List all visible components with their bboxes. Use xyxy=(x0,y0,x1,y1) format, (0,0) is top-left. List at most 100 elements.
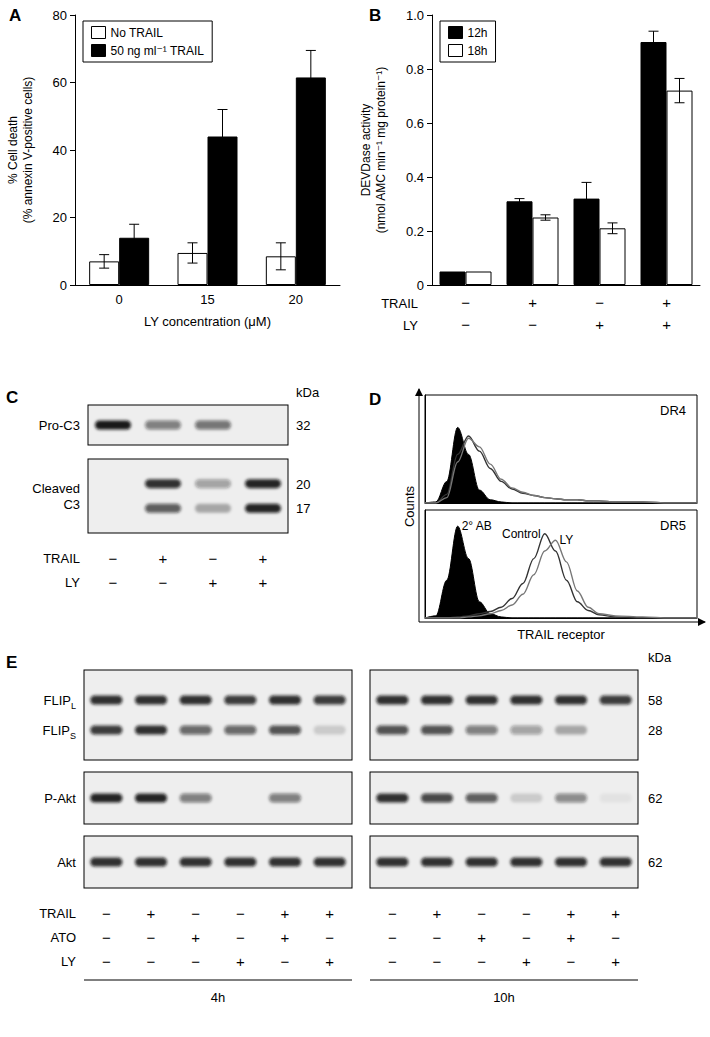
svg-text:−: − xyxy=(611,929,620,946)
svg-text:+: + xyxy=(433,905,442,922)
svg-text:−: − xyxy=(388,905,397,922)
svg-text:Control: Control xyxy=(502,527,541,541)
svg-text:DEVDase activity: DEVDase activity xyxy=(359,104,373,197)
svg-text:−: − xyxy=(191,905,200,922)
svg-text:0: 0 xyxy=(116,292,123,307)
svg-text:−: − xyxy=(461,316,470,333)
svg-text:+: + xyxy=(611,905,620,922)
svg-text:32: 32 xyxy=(296,418,310,433)
svg-text:−: − xyxy=(102,905,111,922)
svg-text:−: − xyxy=(147,929,156,946)
svg-text:+: + xyxy=(191,929,200,946)
svg-text:No TRAIL: No TRAIL xyxy=(111,26,164,40)
svg-text:80: 80 xyxy=(53,8,67,23)
svg-text:LY: LY xyxy=(403,318,418,333)
svg-text:−: − xyxy=(477,953,486,970)
svg-text:−: − xyxy=(325,929,334,946)
svg-text:P-Akt: P-Akt xyxy=(44,791,76,806)
svg-text:LY concentration (μM): LY concentration (μM) xyxy=(144,314,271,329)
svg-text:+: + xyxy=(259,550,268,567)
svg-text:E: E xyxy=(6,653,17,672)
svg-text:50 ng ml⁻¹ TRAIL: 50 ng ml⁻¹ TRAIL xyxy=(111,44,205,58)
svg-text:D: D xyxy=(369,390,381,409)
svg-text:+: + xyxy=(325,905,334,922)
svg-text:+: + xyxy=(567,929,576,946)
svg-text:+: + xyxy=(325,953,334,970)
svg-text:A: A xyxy=(9,6,21,25)
svg-text:C: C xyxy=(6,388,18,407)
svg-text:1.0: 1.0 xyxy=(406,8,424,23)
svg-text:0.4: 0.4 xyxy=(406,170,424,185)
svg-text:LY: LY xyxy=(560,533,574,547)
svg-text:10h: 10h xyxy=(493,990,515,1005)
svg-text:Pro-C3: Pro-C3 xyxy=(39,418,80,433)
svg-text:LY: LY xyxy=(61,954,76,969)
svg-text:−: − xyxy=(567,953,576,970)
svg-text:−: − xyxy=(209,550,218,567)
svg-text:ATO: ATO xyxy=(50,930,76,945)
svg-text:20: 20 xyxy=(296,477,310,492)
svg-text:+: + xyxy=(522,953,531,970)
svg-text:Akt: Akt xyxy=(57,855,76,870)
svg-text:−: − xyxy=(522,905,531,922)
svg-text:4h: 4h xyxy=(211,990,225,1005)
svg-text:−: − xyxy=(236,905,245,922)
svg-text:−: − xyxy=(595,294,604,311)
svg-text:−: − xyxy=(159,574,168,591)
svg-text:−: − xyxy=(433,929,442,946)
svg-text:DR5: DR5 xyxy=(660,518,686,533)
svg-text:−: − xyxy=(109,574,118,591)
svg-text:−: − xyxy=(109,550,118,567)
svg-text:−: − xyxy=(433,953,442,970)
svg-text:0: 0 xyxy=(417,278,424,293)
svg-text:−: − xyxy=(102,929,111,946)
svg-text:+: + xyxy=(259,574,268,591)
svg-text:+: + xyxy=(662,316,671,333)
svg-text:−: − xyxy=(281,953,290,970)
svg-text:+: + xyxy=(611,953,620,970)
svg-text:−: − xyxy=(461,294,470,311)
svg-text:+: + xyxy=(281,929,290,946)
svg-text:62: 62 xyxy=(648,791,662,806)
svg-text:−: − xyxy=(388,929,397,946)
svg-text:−: − xyxy=(522,929,531,946)
svg-text:+: + xyxy=(236,953,245,970)
svg-text:(% annexin V-positive cells): (% annexin V-positive cells) xyxy=(21,77,35,224)
svg-text:0: 0 xyxy=(60,278,67,293)
svg-text:−: − xyxy=(477,905,486,922)
svg-text:20: 20 xyxy=(53,210,67,225)
svg-text:TRAIL: TRAIL xyxy=(381,296,418,311)
svg-text:DR4: DR4 xyxy=(660,403,686,418)
svg-text:TRAIL: TRAIL xyxy=(43,551,80,566)
svg-text:2° AB: 2° AB xyxy=(462,519,492,533)
svg-text:62: 62 xyxy=(648,855,662,870)
svg-text:12h: 12h xyxy=(468,26,488,40)
svg-text:17: 17 xyxy=(296,501,310,516)
svg-text:−: − xyxy=(236,929,245,946)
svg-text:−: − xyxy=(191,953,200,970)
svg-text:+: + xyxy=(595,316,604,333)
svg-text:−: − xyxy=(388,953,397,970)
svg-text:LY: LY xyxy=(65,575,80,590)
svg-text:B: B xyxy=(369,6,381,25)
svg-text:−: − xyxy=(528,316,537,333)
svg-text:0.2: 0.2 xyxy=(406,224,424,239)
svg-text:(nmol AMC min⁻¹ mg protein⁻¹): (nmol AMC min⁻¹ mg protein⁻¹) xyxy=(374,67,388,234)
svg-text:18h: 18h xyxy=(468,44,488,58)
svg-text:+: + xyxy=(567,905,576,922)
svg-text:20: 20 xyxy=(289,292,303,307)
svg-text:kDa: kDa xyxy=(648,650,672,665)
svg-text:0.8: 0.8 xyxy=(406,62,424,77)
svg-text:TRAIL receptor: TRAIL receptor xyxy=(517,627,605,642)
svg-text:−: − xyxy=(147,953,156,970)
svg-text:60: 60 xyxy=(53,75,67,90)
svg-text:FLIPL: FLIPL xyxy=(44,693,76,711)
svg-text:+: + xyxy=(662,294,671,311)
svg-text:−: − xyxy=(102,953,111,970)
svg-text:28: 28 xyxy=(648,723,662,738)
svg-text:40: 40 xyxy=(53,143,67,158)
svg-text:+: + xyxy=(147,905,156,922)
svg-text:+: + xyxy=(477,929,486,946)
svg-text:FLIPS: FLIPS xyxy=(43,723,76,741)
svg-text:% Cell death: % Cell death xyxy=(6,116,20,184)
